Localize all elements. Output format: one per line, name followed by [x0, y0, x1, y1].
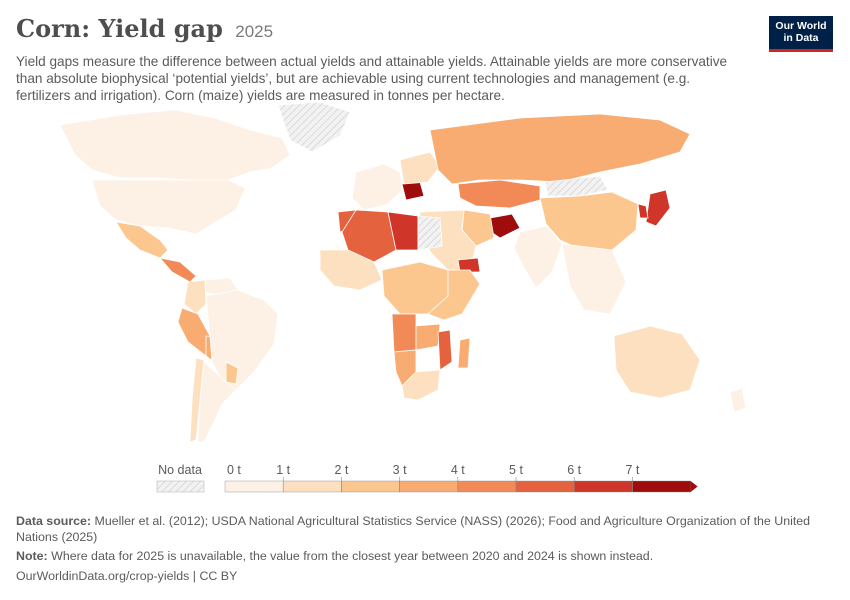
- footer: Data source: Mueller et al. (2012); USDA…: [16, 514, 816, 588]
- owid-logo[interactable]: Our World in Data: [769, 16, 833, 52]
- region-yemen[interactable]: [457, 257, 481, 273]
- region-canada[interactable]: [59, 109, 291, 181]
- map-canvas[interactable]: [0, 100, 850, 450]
- legend: No data 0 t 1 t 2 t 3 t 4 t 5 t 6 t 7 t: [0, 455, 850, 500]
- note-label: Note:: [16, 549, 48, 563]
- region-new-zealand[interactable]: [729, 387, 747, 413]
- legend-bin-7: [632, 480, 691, 493]
- legend-tick-label: 0 t: [227, 463, 241, 477]
- source-row: Data source: Mueller et al. (2012); USDA…: [16, 514, 816, 545]
- legend-no-data-swatch: [156, 480, 205, 493]
- region-east-africa[interactable]: [427, 269, 481, 321]
- region-paraguay[interactable]: [225, 361, 239, 385]
- region-argentina[interactable]: [197, 361, 237, 443]
- region-zambia[interactable]: [415, 323, 441, 351]
- region-western-europe[interactable]: [351, 163, 403, 211]
- legend-tick-label: 1 t: [276, 463, 290, 477]
- region-mozambique[interactable]: [437, 329, 453, 371]
- separator: |: [192, 568, 200, 583]
- legend-bin-3: [399, 480, 459, 493]
- legend-tick-label: 6 t: [567, 463, 581, 477]
- legend-tick-label: 3 t: [393, 463, 407, 477]
- region-angola[interactable]: [391, 313, 417, 353]
- legend-tick-label: 2 t: [334, 463, 348, 477]
- legend-bin-0: [224, 480, 284, 493]
- chart-title: Corn: Yield gap 2025: [16, 14, 273, 43]
- region-chile[interactable]: [189, 357, 205, 443]
- region-japan[interactable]: [645, 189, 671, 227]
- title-text: Corn: Yield gap: [16, 14, 223, 43]
- url-row: OurWorldinData.org/crop-yields | CC BY: [16, 569, 816, 585]
- legend-bin-2: [341, 480, 400, 493]
- region-russia[interactable]: [429, 113, 691, 185]
- legend-tick-label: 4 t: [451, 463, 465, 477]
- source-text: Mueller et al. (2012); USDA National Agr…: [16, 514, 811, 544]
- region-peru[interactable]: [177, 307, 211, 357]
- region-eastern-europe[interactable]: [399, 151, 441, 185]
- region-west-africa[interactable]: [319, 249, 383, 291]
- note-text: Where data for 2025 is unavailable, the …: [51, 549, 654, 563]
- legend-bin-5: [515, 480, 575, 493]
- source-url-link[interactable]: OurWorldinData.org/crop-yields: [16, 568, 190, 583]
- region-southeast-asia[interactable]: [561, 243, 627, 315]
- region-australia[interactable]: [613, 325, 701, 399]
- region-central-america[interactable]: [158, 257, 197, 283]
- legend-tick-label: 5 t: [509, 463, 523, 477]
- region-mexico[interactable]: [115, 221, 169, 259]
- legend-bin-1: [283, 480, 342, 493]
- logo-line-2: in Data: [783, 32, 819, 44]
- region-greenland[interactable]: [277, 101, 351, 153]
- title-year: 2025: [235, 22, 274, 41]
- legend-bin-4: [457, 480, 517, 493]
- region-china[interactable]: [539, 191, 639, 251]
- region-brazil[interactable]: [205, 289, 279, 391]
- region-colombia[interactable]: [183, 279, 207, 315]
- license-link[interactable]: CC BY: [199, 568, 238, 583]
- region-mongolia[interactable]: [544, 175, 609, 197]
- region-egypt[interactable]: [417, 215, 443, 251]
- region-india[interactable]: [513, 225, 563, 289]
- legend-tick-label: 7 t: [625, 463, 639, 477]
- legend-bin-6: [574, 480, 633, 493]
- source-label: Data source:: [16, 514, 92, 528]
- region-united-states[interactable]: [91, 179, 246, 235]
- chart-subtitle: Yield gaps measure the difference betwee…: [16, 54, 728, 103]
- world-map[interactable]: [0, 100, 850, 450]
- region-south-africa[interactable]: [401, 369, 441, 401]
- note-row: Note: Where data for 2025 is unavailable…: [16, 549, 816, 565]
- region-madagascar[interactable]: [457, 337, 471, 369]
- region-kazakhstan[interactable]: [457, 179, 541, 209]
- legend-no-data-label: No data: [158, 463, 202, 477]
- region-romania[interactable]: [401, 181, 425, 201]
- logo-line-1: Our World: [775, 20, 827, 32]
- region-korea[interactable]: [637, 203, 649, 219]
- legend-arrow-icon: [690, 481, 698, 492]
- legend-canvas: No data 0 t 1 t 2 t 3 t 4 t 5 t 6 t 7 t: [156, 463, 698, 493]
